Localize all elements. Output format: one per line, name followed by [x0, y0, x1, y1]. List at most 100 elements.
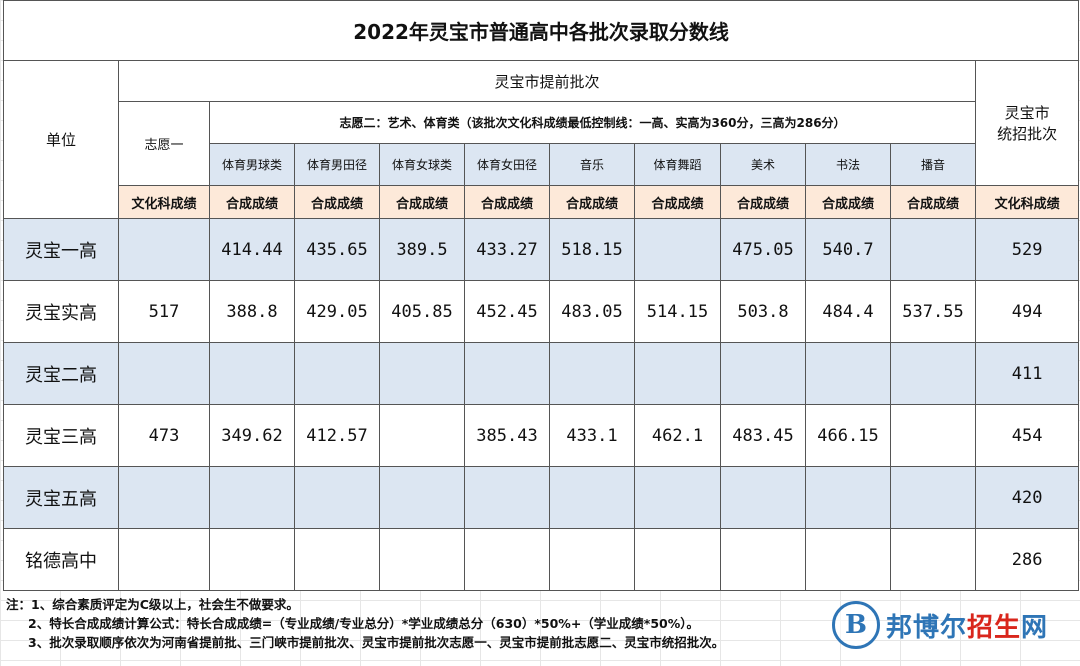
composite-score-header: 合成成绩	[890, 185, 976, 219]
composite-score-header: 合成成绩	[549, 185, 635, 219]
composite-score-cell	[720, 342, 806, 405]
composite-score-cell: 452.45	[464, 280, 550, 343]
unit-name-cell: 灵宝五高	[3, 466, 119, 529]
composite-score-cell: 484.4	[805, 280, 891, 343]
composite-score-header: 合成成绩	[464, 185, 550, 219]
watermark-text: 邦博尔招生网	[886, 612, 1049, 643]
unified-score-cell: 494	[974, 280, 1080, 343]
composite-score-cell: 435.65	[294, 218, 380, 281]
choice1-score-cell: 517	[118, 280, 210, 343]
unit-header: 单位	[3, 60, 119, 219]
composite-score-cell: 412.57	[294, 404, 380, 467]
composite-score-cell	[890, 404, 976, 467]
table-row: 铭德高中 286	[3, 528, 1080, 591]
table-row: 灵宝三高 473 349.62 412.57 385.43 433.1 462.1 483.4…	[3, 404, 1080, 467]
footnote-1: 注：1、综合素质评定为C级以上，社会生不做要求。	[6, 597, 299, 612]
category-header: 体育女球类	[379, 143, 465, 186]
composite-score-cell: 405.85	[379, 280, 465, 343]
composite-score-cell	[634, 342, 721, 405]
culture-score-header: 文化科成绩	[118, 185, 210, 219]
composite-score-cell	[294, 342, 380, 405]
composite-score-cell	[634, 218, 721, 281]
composite-score-cell	[209, 342, 295, 405]
composite-score-cell: 433.1	[549, 404, 635, 467]
unit-name-cell: 灵宝一高	[3, 218, 119, 281]
table-row: 灵宝二高 411	[3, 342, 1080, 405]
composite-score-cell: 475.05	[720, 218, 806, 281]
composite-score-header: 合成成绩	[805, 185, 891, 219]
table-row: 灵宝五高 420	[3, 466, 1080, 529]
composite-score-cell: 433.27	[464, 218, 550, 281]
choice1-header: 志愿一	[118, 101, 210, 186]
composite-score-cell	[720, 528, 806, 591]
category-header: 体育女田径	[464, 143, 550, 186]
unified-culture-score-header: 文化科成绩	[974, 185, 1080, 219]
composite-score-cell	[209, 466, 295, 529]
footnotes: 注：1、综合素质评定为C级以上，社会生不做要求。 2、特长合成成绩计算公式：特长…	[6, 595, 724, 652]
composite-score-cell: 385.43	[464, 404, 550, 467]
composite-score-cell	[549, 466, 635, 529]
choice1-score-cell	[118, 528, 210, 591]
composite-score-cell	[294, 528, 380, 591]
composite-score-cell	[379, 404, 465, 467]
unit-name-cell: 铭德高中	[3, 528, 119, 591]
category-header: 体育男田径	[294, 143, 380, 186]
composite-score-cell	[209, 528, 295, 591]
composite-score-cell	[890, 218, 976, 281]
category-header: 书法	[805, 143, 891, 186]
unified-batch-line1: 灵宝市	[1004, 104, 1050, 122]
category-header: 体育舞蹈	[634, 143, 721, 186]
composite-score-cell	[464, 528, 550, 591]
watermark-logo-icon: B	[832, 601, 880, 649]
composite-score-cell	[549, 342, 635, 405]
unified-score-cell: 529	[974, 218, 1080, 281]
category-header: 美术	[720, 143, 806, 186]
choice1-score-cell	[118, 342, 210, 405]
table-row: 灵宝实高 517 388.8 429.05 405.85 452.45 483.05 514.…	[3, 280, 1080, 343]
footnote-2: 2、特长合成成绩计算公式：特长合成成绩=（专业成绩/专业总分）*学业成绩总分（6…	[28, 616, 700, 631]
composite-score-cell	[379, 342, 465, 405]
table-row: 灵宝一高 414.44 435.65 389.5 433.27 518.15 475.05 5…	[3, 218, 1080, 281]
composite-score-cell	[805, 466, 891, 529]
composite-score-cell: 429.05	[294, 280, 380, 343]
composite-score-cell	[805, 342, 891, 405]
unified-score-cell: 411	[974, 342, 1080, 405]
choice1-score-cell: 473	[118, 404, 210, 467]
composite-score-cell: 503.8	[720, 280, 806, 343]
unit-name-cell: 灵宝三高	[3, 404, 119, 467]
composite-score-cell: 483.45	[720, 404, 806, 467]
footnote-3: 3、批次录取顺序依次为河南省提前批、三门峡市提前批次、灵宝市提前批次志愿一、灵宝…	[28, 635, 725, 650]
composite-score-header: 合成成绩	[720, 185, 806, 219]
composite-score-cell: 466.15	[805, 404, 891, 467]
unified-score-cell: 420	[974, 466, 1080, 529]
composite-score-cell	[890, 528, 976, 591]
category-header: 体育男球类	[209, 143, 295, 186]
composite-score-cell	[464, 466, 550, 529]
composite-score-cell	[294, 466, 380, 529]
composite-score-cell	[634, 466, 721, 529]
composite-score-cell	[890, 466, 976, 529]
composite-score-cell: 414.44	[209, 218, 295, 281]
composite-score-cell: 462.1	[634, 404, 721, 467]
composite-score-header: 合成成绩	[209, 185, 295, 219]
composite-score-cell: 540.7	[805, 218, 891, 281]
composite-score-cell	[890, 342, 976, 405]
composite-score-cell: 518.15	[549, 218, 635, 281]
composite-score-cell: 483.05	[549, 280, 635, 343]
composite-score-cell: 389.5	[379, 218, 465, 281]
composite-score-header: 合成成绩	[379, 185, 465, 219]
choice1-score-cell	[118, 218, 210, 281]
choice2-header: 志愿二：艺术、体育类（该批次文化科成绩最低控制线：一高、实高为360分，三高为2…	[209, 101, 976, 144]
unified-score-cell: 454	[974, 404, 1080, 467]
composite-score-header: 合成成绩	[294, 185, 380, 219]
unified-batch-header: 灵宝市 统招批次	[974, 60, 1080, 186]
composite-score-cell	[805, 528, 891, 591]
composite-score-cell: 537.55	[890, 280, 976, 343]
score-rows: 灵宝一高 414.44 435.65 389.5 433.27 518.15 475.05 5…	[3, 218, 1080, 591]
category-header: 播音	[890, 143, 976, 186]
advance-batch-header: 灵宝市提前批次	[118, 60, 976, 102]
composite-score-cell: 514.15	[634, 280, 721, 343]
composite-score-cell	[720, 466, 806, 529]
composite-score-cell: 349.62	[209, 404, 295, 467]
watermark: B 邦博尔招生网	[832, 600, 1080, 650]
